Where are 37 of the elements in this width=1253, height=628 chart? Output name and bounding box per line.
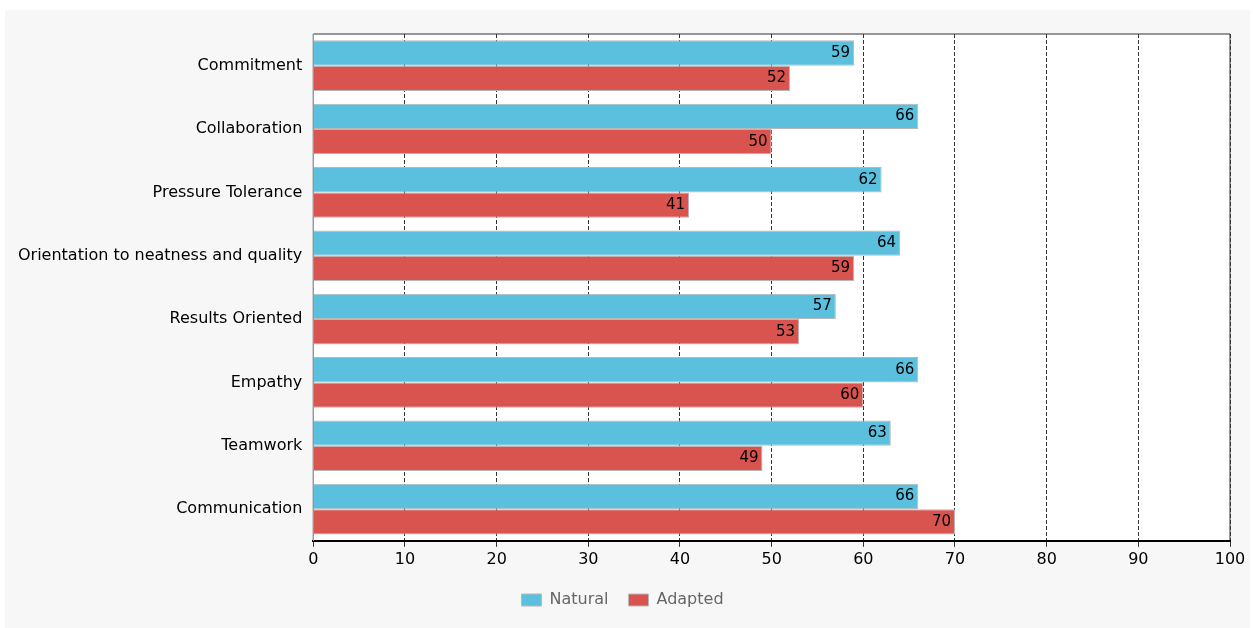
y-tick-label: Orientation to neatness and quality [17,244,303,264]
x-tick-label: 80 [1036,548,1057,568]
data-label: 59 [831,258,851,277]
data-label: 41 [666,194,686,213]
x-tick-label: 10 [394,548,416,568]
data-label: 62 [858,169,878,188]
data-label: 64 [876,232,896,251]
x-tick-label: 90 [1128,548,1149,568]
data-label: 50 [748,131,768,150]
data-label: 66 [895,359,915,378]
x-tick-label: 30 [578,548,599,568]
data-label: 63 [867,423,887,441]
data-label: 66 [895,486,915,505]
data-label: 66 [895,106,915,125]
x-tick-label: 40 [669,548,691,568]
legend-label: Adapted [656,589,724,609]
data-label: 49 [739,448,759,467]
x-tick-label: 100 [1214,548,1246,568]
y-tick-label: Results Oriented [169,308,303,328]
y-tick-label: Teamwork [220,434,304,454]
data-label: 52 [766,68,786,87]
x-tick-label: 70 [944,548,966,568]
y-tick-label: Empathy [230,371,303,391]
y-tick-label: Communication [176,498,303,518]
data-label: 57 [812,296,832,315]
data-label: 60 [840,384,860,403]
y-tick-label: Collaboration [195,118,303,138]
x-tick-label: 60 [853,548,874,568]
legend-label: Natural [549,589,609,609]
data-label: 53 [776,321,796,340]
y-tick-label: Commitment [197,54,303,74]
y-tick-label: Pressure Tolerance [152,181,303,201]
x-tick-label: 0 [308,548,319,568]
data-label: 59 [831,42,851,61]
data-label: 70 [931,511,951,530]
x-tick-label: 50 [761,548,782,568]
x-tick-label: 20 [486,548,507,568]
